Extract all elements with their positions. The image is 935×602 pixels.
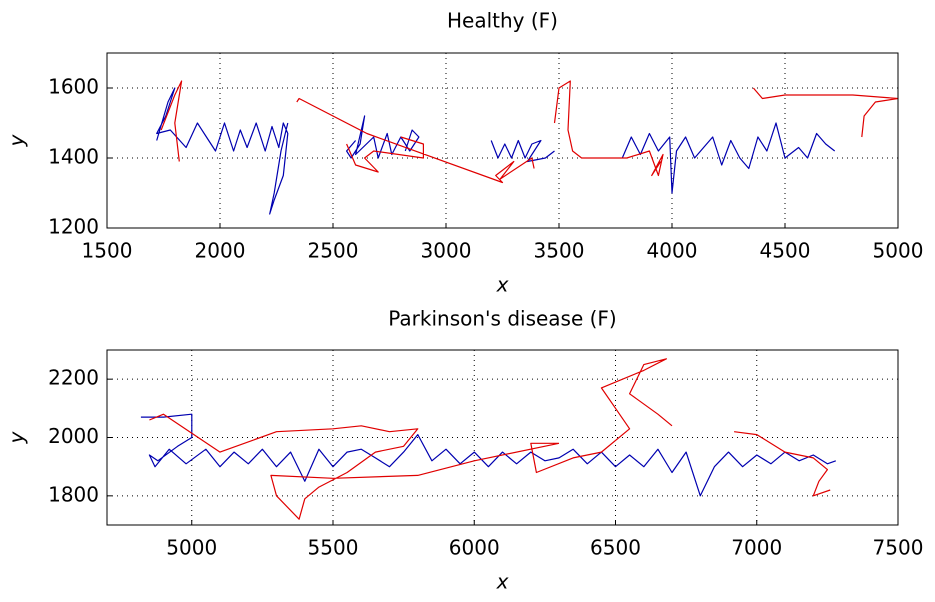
x-axis-label: x — [496, 570, 509, 594]
y-axis-label: y — [5, 133, 29, 147]
x-tick-label: 1500 — [82, 239, 133, 263]
trace — [156, 87, 836, 215]
x-tick-label: 2500 — [308, 239, 359, 263]
y-tick-label: 1400 — [48, 145, 99, 169]
x-tick-label: 6500 — [590, 536, 641, 560]
trace — [149, 358, 831, 520]
plot-frame — [106, 52, 899, 229]
y-tick-label: 1800 — [48, 482, 99, 506]
x-tick-label: 3000 — [421, 239, 472, 263]
x-tick-label: 7000 — [731, 536, 782, 560]
x-tick-label: 6000 — [449, 536, 500, 560]
y-tick-label: 2200 — [48, 366, 99, 390]
trace — [140, 413, 837, 497]
x-axis-label: x — [496, 273, 509, 297]
plot-frame — [106, 349, 899, 526]
x-tick-label: 5500 — [308, 536, 359, 560]
x-tick-label: 4500 — [760, 239, 811, 263]
chart-title: Parkinson's disease (F) — [388, 307, 617, 331]
x-tick-label: 2000 — [195, 239, 246, 263]
x-tick-label: 5000 — [166, 536, 217, 560]
y-axis-label: y — [5, 430, 29, 444]
x-tick-label: 4000 — [647, 239, 698, 263]
trace — [160, 80, 899, 184]
y-tick-label: 2000 — [48, 424, 99, 448]
x-tick-label: 3500 — [534, 239, 585, 263]
x-tick-label: 7500 — [873, 536, 924, 560]
chart-title: Healthy (F) — [447, 9, 558, 33]
y-tick-label: 1600 — [48, 75, 99, 99]
x-tick-label: 5000 — [873, 239, 924, 263]
y-tick-label: 1200 — [48, 215, 99, 239]
